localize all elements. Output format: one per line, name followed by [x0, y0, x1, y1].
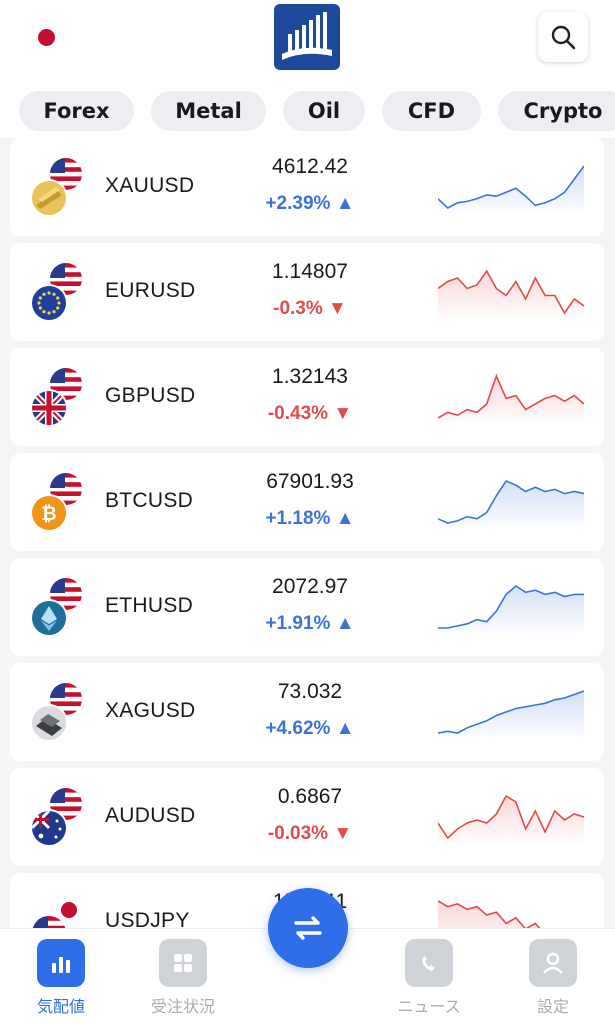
bar-chart-logo-icon	[274, 4, 340, 70]
bitcoin-icon: ₿	[32, 496, 66, 530]
instrument-symbol: EURUSD	[105, 279, 196, 302]
instrument-price: 73.032	[277, 680, 343, 703]
instrument-symbol: BTCUSD	[105, 489, 194, 512]
instrument-symbol: USDJPY	[105, 909, 190, 932]
arrow-up-icon: ▲	[335, 193, 355, 214]
arrow-up-icon: ▲	[335, 613, 355, 634]
nav-orders[interactable]: 受注状況	[128, 939, 238, 1017]
nav-quotes[interactable]: 気配値	[6, 939, 116, 1017]
us-flag-icon	[50, 368, 82, 400]
sparkline-line	[438, 585, 584, 629]
sparkline-area	[438, 796, 584, 842]
instrument-symbol: GBPUSD	[105, 384, 196, 407]
instrument-change: +2.39% ▲	[265, 193, 355, 214]
instrument-price: 67901.93	[266, 470, 354, 493]
header	[0, 0, 615, 84]
svg-text:₿: ₿	[41, 503, 56, 525]
instrument-row-btcusd[interactable]: ₿ BTCUSD 67901.93 +1.18% ▲	[10, 453, 604, 551]
nav-news[interactable]: ニュース	[374, 939, 484, 1017]
uk-flag-icon	[32, 391, 66, 425]
nav-settings[interactable]: 設定	[498, 939, 608, 1017]
us-flag-icon	[50, 683, 82, 715]
instrument-price: 4612.42	[272, 155, 348, 178]
sparkline-line	[438, 165, 584, 209]
australia-flag-icon	[32, 811, 66, 845]
sparkline-area	[438, 166, 584, 212]
sparkline-area	[438, 586, 584, 632]
arrow-down-icon: ▼	[328, 298, 347, 319]
sparkline-chart	[438, 480, 584, 527]
trade-swap-button[interactable]	[268, 888, 348, 968]
sparkline-line	[438, 480, 584, 524]
sparkline-chart	[438, 165, 584, 212]
instrument-symbol: XAUUSD	[105, 174, 195, 197]
search-button[interactable]	[538, 12, 588, 62]
category-tabs: Forex Metal Oil CFD Crypto	[0, 84, 615, 138]
instrument-price: 1.32143	[272, 365, 348, 388]
arrow-down-icon: ▼	[333, 823, 353, 844]
sparkline-chart	[438, 794, 584, 842]
sparkline-line	[438, 690, 584, 734]
user-icon	[529, 939, 577, 987]
instrument-price: 0.6867	[277, 785, 343, 808]
arrow-down-icon: ▼	[333, 403, 353, 424]
tab-forex[interactable]: Forex	[19, 91, 134, 131]
instrument-price: 1.14807	[272, 260, 348, 283]
tab-oil[interactable]: Oil	[283, 91, 365, 131]
gold-bars-icon	[32, 181, 66, 215]
arrow-up-icon: ▲	[335, 508, 355, 529]
instrument-change: -0.3% ▼	[273, 298, 347, 319]
tab-crypto[interactable]: Crypto	[498, 91, 615, 131]
instrument-row-xauusd[interactable]: XAUUSD 4612.42 +2.39% ▲	[10, 138, 604, 236]
tab-cfd[interactable]: CFD	[382, 91, 481, 131]
nav-label: 設定	[536, 997, 569, 1016]
eu-flag-icon	[32, 286, 66, 320]
instrument-change: +1.91% ▲	[265, 613, 355, 634]
sparkline-line	[438, 269, 584, 315]
instrument-change: +1.18% ▲	[265, 508, 355, 529]
instrument-symbol: XAGUSD	[105, 699, 196, 722]
instrument-row-audusd[interactable]: AUDUSD 0.6867 -0.03% ▼	[10, 768, 604, 866]
instrument-change: -0.03% ▼	[267, 823, 353, 844]
bar-chart-icon	[37, 939, 85, 987]
instrument-change: +4.62% ▲	[265, 718, 355, 739]
sparkline-area	[438, 481, 584, 527]
instrument-row-ethusd[interactable]: ETHUSD 2072.97 +1.91% ▲	[10, 558, 604, 656]
grid-icon	[159, 939, 207, 987]
swap-arrows-icon	[294, 916, 322, 940]
sparkline-area	[438, 376, 584, 422]
search-icon	[551, 25, 576, 50]
japan-flag-icon[interactable]	[38, 29, 55, 46]
sparkline-chart	[438, 373, 584, 422]
instrument-row-eurusd[interactable]: EURUSD 1.14807 -0.3% ▼	[10, 243, 604, 341]
instrument-symbol: AUDUSD	[105, 804, 196, 827]
nav-label: 気配値	[36, 997, 85, 1016]
tab-metal[interactable]: Metal	[151, 91, 266, 131]
instrument-price: 2072.97	[272, 575, 348, 598]
instrument-row-xagusd[interactable]: XAGUSD 73.032 +4.62% ▲	[10, 663, 604, 761]
sparkline-chart	[438, 690, 584, 737]
sparkline-line	[438, 794, 584, 840]
instrument-symbol: ETHUSD	[105, 594, 194, 617]
instrument-row-gbpusd[interactable]: GBPUSD 1.32143 -0.43% ▼	[10, 348, 604, 446]
ethereum-icon	[32, 601, 66, 635]
sparkline-line	[438, 373, 584, 419]
sparkline-area	[438, 271, 584, 317]
silver-bars-icon	[32, 706, 66, 740]
sparkline-chart	[438, 585, 584, 632]
bottom-nav: 気配値 受注状況 ニュース 設定	[0, 928, 615, 1025]
nav-label: 受注状況	[150, 997, 215, 1016]
instrument-change: -0.43% ▼	[267, 403, 353, 424]
arrow-up-icon: ▲	[335, 718, 355, 739]
nav-label: ニュース	[397, 997, 461, 1016]
sparkline-chart	[438, 269, 584, 317]
news-icon	[405, 939, 453, 987]
